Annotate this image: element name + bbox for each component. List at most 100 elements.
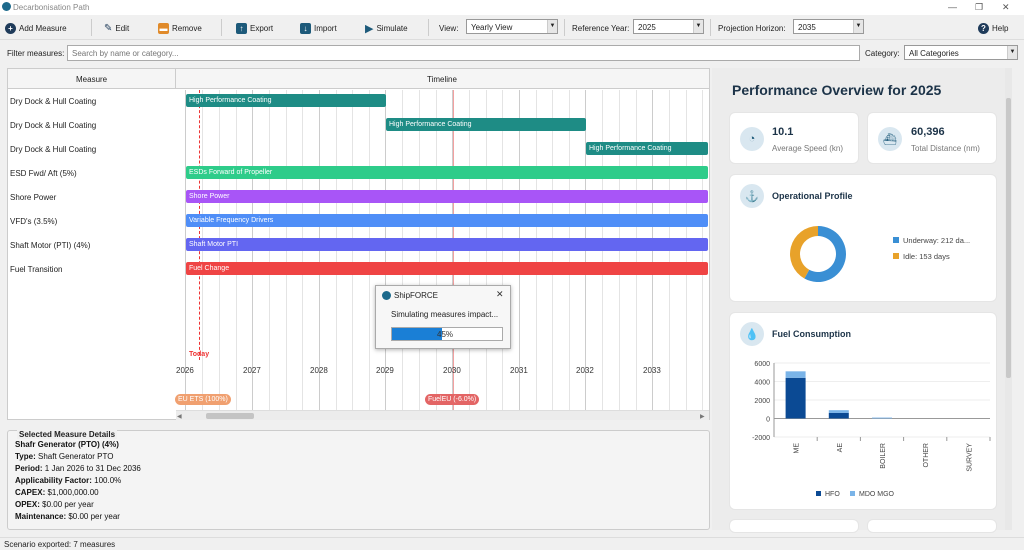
timeline-bar-coating[interactable]: High Performance Coating <box>186 94 386 107</box>
progress-fill <box>392 328 442 340</box>
anchor-icon: ⚓ <box>740 184 764 208</box>
measure-row-label[interactable]: Shore Power <box>10 193 57 202</box>
app-logo-icon <box>382 291 391 300</box>
details-period: Period: 1 Jan 2026 to 31 Dec 2036 <box>15 464 141 473</box>
bar-boiler-mdo-mgo[interactable] <box>872 417 892 419</box>
fuel-consumption-card: 💧 Fuel Consumption 6000 4000 2000 0 -2000 ME A… <box>729 312 997 510</box>
view-select[interactable]: Yearly View ▼ <box>466 19 558 34</box>
donut-slice-idle[interactable] <box>790 226 818 279</box>
measure-row-label[interactable]: Fuel Transition <box>10 265 63 274</box>
help-icon: ? <box>978 22 989 34</box>
legend-swatch <box>850 491 855 496</box>
search-input[interactable] <box>67 45 860 61</box>
x-tick-label: SURVEY <box>966 443 973 472</box>
simulate-button[interactable]: ▶ Simulate <box>365 22 408 35</box>
scroll-left-icon[interactable]: ◀ <box>177 414 182 420</box>
vertical-scrollbar[interactable] <box>1005 68 1012 530</box>
timeline-bar-esd[interactable]: ESDs Forward of Propeller <box>186 166 708 179</box>
bar-ae-mdo-mgo[interactable] <box>828 410 849 413</box>
help-button[interactable]: ? Help <box>978 20 1008 36</box>
speed-label: Average Speed (kn) <box>772 144 844 153</box>
divider <box>221 19 222 36</box>
legend-idle: Idle: 153 days <box>903 252 950 261</box>
speed-card: ◔ 10.1 Average Speed (kn) <box>729 112 859 164</box>
edit-button[interactable]: ✎ Edit <box>104 22 130 34</box>
details-heading: Selected Measure Details <box>17 430 118 439</box>
reference-year-select[interactable]: 2025 ▼ <box>633 19 704 34</box>
progress-text: 45% <box>437 330 454 339</box>
timeline-bar-shaft-motor[interactable]: Shaft Motor PTI <box>186 238 708 251</box>
status-text: Scenario exported: 7 measures <box>4 540 116 549</box>
measure-row-label[interactable]: Dry Dock & Hull Coating <box>10 145 97 154</box>
window-title: Decarbonisation Path <box>13 3 90 12</box>
year-tick: 2029 <box>376 366 394 375</box>
close-icon[interactable]: ✕ <box>1002 2 1010 12</box>
scrollbar-thumb[interactable] <box>206 413 254 419</box>
dialog-title: ShipFORCE <box>394 291 439 300</box>
additional-card <box>867 519 997 533</box>
filter-label: Filter measures: <box>7 49 65 58</box>
legend-swatch-idle <box>893 253 899 259</box>
export-icon: ↑ <box>236 22 247 34</box>
close-icon[interactable]: ✕ <box>496 289 504 299</box>
timeline-bar-fuel-change[interactable]: Fuel Change <box>186 262 708 275</box>
today-label: Today <box>189 351 210 358</box>
timeline-bar-shore-power[interactable]: Shore Power <box>186 190 708 203</box>
bar-ae-hfo[interactable] <box>828 412 849 419</box>
add-measure-button[interactable]: + Add Measure <box>5 20 67 36</box>
x-tick-label: BOILER <box>880 443 887 469</box>
fuel-title: Fuel Consumption <box>772 329 851 339</box>
column-header-measure[interactable]: Measure <box>76 75 108 84</box>
timeline-bar-coating[interactable]: High Performance Coating <box>386 118 586 131</box>
import-button[interactable]: ↓ Import <box>300 20 337 36</box>
title-bar: Decarbonisation Path — ❐ ✕ <box>0 0 1024 15</box>
speed-value: 10.1 <box>772 126 794 138</box>
scrollbar-thumb[interactable] <box>1006 98 1011 378</box>
timeline-bar-vfd[interactable]: Variable Frequency Drivers <box>186 214 708 227</box>
additional-card <box>729 519 859 533</box>
y-tick-label: -2000 <box>752 435 770 442</box>
bar-me-hfo[interactable] <box>785 377 806 419</box>
remove-button[interactable]: ▬ Remove <box>158 22 202 34</box>
timeline-bar-coating[interactable]: High Performance Coating <box>586 142 708 155</box>
toolbar: + Add Measure ✎ Edit ▬ Remove ↑ Export ↓… <box>0 15 1024 40</box>
eu-ets-marker[interactable]: EU ETS (100%) <box>175 394 231 405</box>
x-tick-label: OTHER <box>923 443 930 468</box>
year-tick: 2032 <box>576 366 594 375</box>
minimize-icon[interactable]: — <box>948 2 957 12</box>
fueleu-marker[interactable]: FuelEU (-6.0%) <box>425 394 480 405</box>
category-select[interactable]: All Categories ▼ <box>904 45 1018 60</box>
measure-details-panel: Selected Measure Details Shafr Generator… <box>7 430 710 530</box>
horizontal-scrollbar[interactable]: ◀ ▶ <box>176 410 709 420</box>
scroll-right-icon[interactable]: ▶ <box>700 414 705 420</box>
measure-row-label[interactable]: Dry Dock & Hull Coating <box>10 121 97 130</box>
divider <box>564 19 565 36</box>
chevron-down-icon: ▼ <box>547 20 557 33</box>
timeline-header: Measure Timeline <box>8 69 709 89</box>
app-logo-icon <box>2 2 11 11</box>
year-tick: 2026 <box>176 366 194 375</box>
bar-me-mdo-mgo[interactable] <box>785 371 806 378</box>
legend-underway: Underway: 212 da... <box>903 236 971 245</box>
details-applicability: Applicability Factor: 100.0% <box>15 476 122 485</box>
status-bar: Scenario exported: 7 measures <box>0 537 1024 550</box>
plus-icon: + <box>5 22 16 34</box>
distance-label: Total Distance (nm) <box>911 144 980 153</box>
fuel-consumption-chart: 6000 4000 2000 0 -2000 ME AE BOILER OTHER SURVEY H… <box>752 361 991 498</box>
export-button[interactable]: ↑ Export <box>236 20 273 36</box>
speedometer-icon: ◔ <box>740 127 764 151</box>
column-header-timeline[interactable]: Timeline <box>427 75 457 84</box>
dashboard-title: Performance Overview for 2025 <box>732 82 942 98</box>
maximize-icon[interactable]: ❐ <box>975 2 984 12</box>
measure-row-label[interactable]: Dry Dock & Hull Coating <box>10 97 97 106</box>
legend-swatch-underway <box>893 237 899 243</box>
operational-profile-card: ⚓ Operational Profile Underway: 212 da..… <box>729 174 997 302</box>
projection-horizon-select[interactable]: 2035 ▼ <box>793 19 864 34</box>
measure-row-label[interactable]: Shaft Motor (PTI) (4%) <box>10 241 91 250</box>
donut-slice-underway[interactable] <box>804 226 846 282</box>
details-maintenance: Maintenance: $0.00 per year <box>15 512 120 521</box>
x-tick-label: ME <box>794 443 801 454</box>
measure-row-label[interactable]: VFD's (3.5%) <box>10 217 58 226</box>
measure-row-label[interactable]: ESD Fwd/ Aft (5%) <box>10 169 77 178</box>
reference-year-label: Reference Year: <box>572 24 630 33</box>
